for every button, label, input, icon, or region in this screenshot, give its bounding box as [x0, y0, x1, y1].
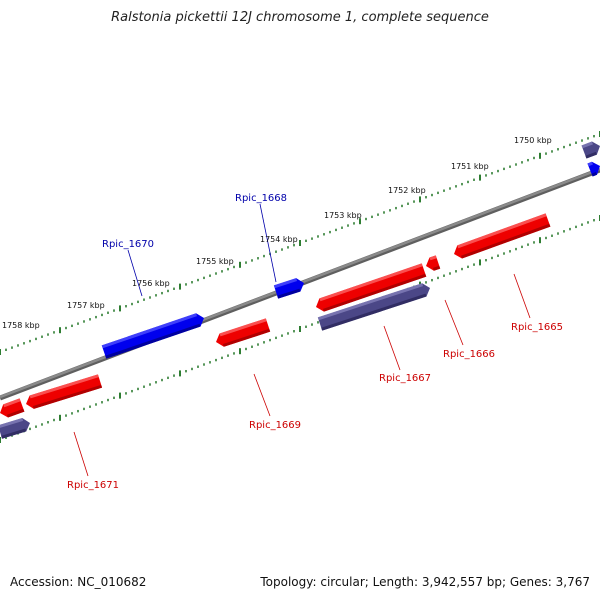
gene-features	[0, 141, 600, 439]
reverse-gene-arrow-body	[316, 263, 427, 312]
forward-gene-arrow	[587, 161, 600, 177]
reverse-gene-arrow-shine	[319, 263, 423, 302]
scale-label: 1750 kbp	[514, 136, 552, 145]
reverse-gene-arrow-shine	[3, 398, 21, 408]
reverse-gene-arrow-body	[26, 374, 103, 409]
map-title: Ralstonia pickettii 12J chromosome 1, co…	[111, 10, 489, 25]
reverse-gene-arrow-shade	[432, 265, 441, 271]
gene-label[interactable]: Rpic_1670	[102, 239, 154, 250]
scale-label: 1758 kbp	[2, 321, 40, 330]
label-leaders	[73, 203, 531, 477]
reverse-gene-arrow-shade	[222, 328, 271, 347]
forward-gene-arrow	[581, 141, 600, 159]
gene-label[interactable]: Rpic_1665	[511, 322, 563, 333]
scale-label: 1757 kbp	[67, 301, 105, 310]
forward-gene-arrow-shade	[585, 151, 597, 159]
reverse-gene-arrow-shine	[457, 213, 547, 249]
forward-gene-arrow-shine	[587, 161, 593, 167]
label-leader-line	[253, 373, 271, 417]
reverse-gene-arrow-shade	[322, 273, 427, 312]
label-leader-line	[444, 299, 464, 346]
reverse-gene-arrow	[216, 318, 271, 347]
reverse-gene-arrow-body	[454, 213, 551, 259]
gene-label[interactable]: Rpic_1668	[235, 193, 287, 204]
forward-gene-arrow	[273, 278, 305, 299]
forward-gene-arrow-shine	[101, 313, 198, 349]
gene-label[interactable]: Rpic_1666	[443, 349, 495, 360]
reverse-gene-arrow	[0, 398, 25, 418]
gene-label[interactable]: Rpic_1667	[379, 373, 431, 384]
forward-gene-arrow-body	[273, 278, 305, 299]
other-feature-arrow	[0, 418, 30, 439]
label-leader-line	[73, 431, 89, 477]
reverse-gene-arrow-shade	[7, 408, 25, 418]
scale-label: 1751 kbp	[451, 162, 489, 171]
labels: 1750 kbp 1751 kbp 1752 kbp 1753 kbp 1754…	[2, 136, 563, 491]
reverse-gene-arrow	[454, 213, 551, 259]
other-feature-arrow-body	[317, 283, 430, 331]
forward-gene-arrow-shine	[581, 141, 593, 149]
scale-label: 1754 kbp	[260, 235, 298, 244]
label-leader-line	[259, 203, 277, 283]
reverse-gene-arrow	[426, 255, 441, 271]
reverse-gene-arrow-shine	[29, 374, 99, 399]
other-feature-arrow-shine	[0, 418, 24, 429]
label-leader-line	[513, 273, 531, 319]
forward-gene-arrow-shine	[273, 278, 298, 289]
forward-gene-arrow-shade	[591, 171, 598, 177]
other-feature-arrow-shine	[317, 283, 424, 321]
forward-gene-arrow-shade	[277, 288, 301, 299]
label-leader-line	[127, 249, 143, 297]
scale-label: 1756 kbp	[132, 279, 170, 288]
scale-label: 1752 kbp	[388, 186, 426, 195]
forward-gene-arrow	[101, 313, 205, 359]
reverse-gene-arrow-shade	[461, 223, 551, 259]
gene-label[interactable]: Rpic_1671	[67, 480, 119, 491]
reverse-gene-arrow	[26, 374, 103, 409]
reverse-gene-arrow-shade	[32, 384, 103, 409]
summary-text: Topology: circular; Length: 3,942,557 bp…	[260, 575, 590, 589]
other-feature-arrow	[317, 283, 430, 331]
gene-label[interactable]: Rpic_1669	[249, 420, 301, 431]
forward-gene-arrow-body	[101, 313, 205, 359]
reverse-gene-arrow-shine	[219, 318, 267, 337]
scale-label: 1755 kbp	[196, 257, 234, 266]
forward-gene-arrow-shade	[105, 323, 201, 359]
reverse-gene-arrow	[316, 263, 427, 312]
label-leader-line	[383, 325, 401, 371]
reverse-gene-arrow-body	[216, 318, 271, 347]
other-feature-arrow-shade	[321, 293, 427, 331]
other-feature-arrow-shade	[1, 428, 27, 439]
scale-ticks	[0, 131, 600, 443]
reverse-gene-arrow-shine	[429, 255, 437, 261]
accession-text: Accession: NC_010682	[10, 575, 147, 589]
scale-label: 1753 kbp	[324, 211, 362, 220]
